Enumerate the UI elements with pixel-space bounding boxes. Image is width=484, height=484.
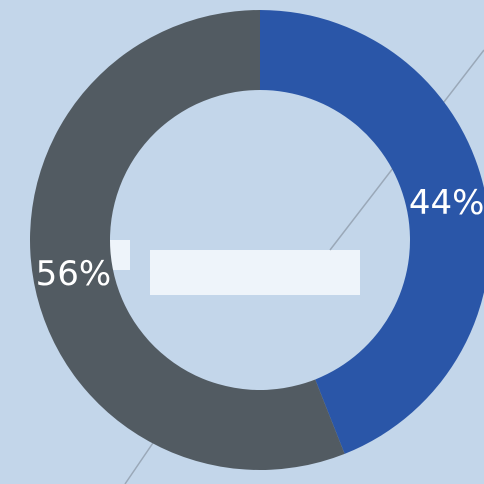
donut-labels: 44% 56% [36,183,484,294]
donut-slice-2 [29,10,345,470]
donut-slice-1 [260,10,484,454]
data-label-2: 56% [36,254,112,294]
data-label-1: 44% [409,183,484,223]
donut-slices [29,10,484,470]
